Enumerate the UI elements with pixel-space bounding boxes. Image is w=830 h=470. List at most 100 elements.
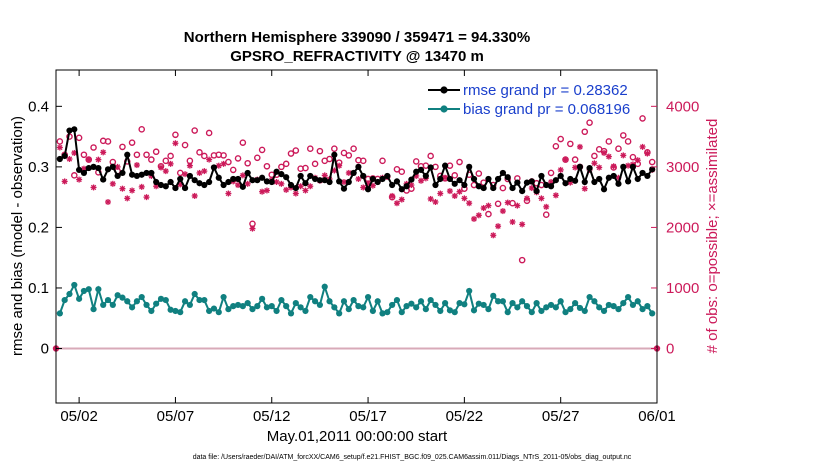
assimilated-obs-stroke xyxy=(389,193,395,199)
bias-point xyxy=(355,303,362,310)
assimilated-obs-point xyxy=(509,218,516,225)
possible-obs-point xyxy=(80,151,88,159)
plot-frame xyxy=(55,69,658,404)
assimilated-obs-point xyxy=(355,175,362,182)
assimilated-obs-stroke xyxy=(57,144,63,151)
bias-point xyxy=(644,303,651,310)
possible-obs-point xyxy=(292,147,300,154)
bias-point xyxy=(268,303,275,310)
rmse-point xyxy=(393,178,401,185)
bias-point xyxy=(66,290,73,298)
assimilated-obs-point xyxy=(639,143,646,150)
assimilated-obs-stroke xyxy=(278,181,285,187)
assimilated-obs-stroke xyxy=(461,195,468,202)
bias-point xyxy=(451,309,458,316)
bias-point xyxy=(133,298,141,305)
bias-point xyxy=(519,298,526,305)
assimilated-obs-stroke xyxy=(86,156,92,163)
possible-obs-point xyxy=(571,156,579,163)
y-right-tick-label: 2000 xyxy=(666,219,699,236)
possible-obs-point xyxy=(282,160,290,168)
rmse-point xyxy=(162,183,169,190)
bias-point xyxy=(56,310,63,317)
rmse-point xyxy=(76,166,83,173)
assimilated-obs-point xyxy=(302,187,309,194)
rmse-point xyxy=(336,178,343,185)
possible-obs-point xyxy=(181,141,189,149)
assimilated-obs-stroke xyxy=(452,193,458,199)
rmse-point xyxy=(239,183,246,190)
possible-obs-point xyxy=(639,115,646,122)
legend: rmse grand pr = 0.28362 bias grand pr = … xyxy=(428,82,630,118)
bias-point xyxy=(461,301,468,308)
bias-point xyxy=(417,298,425,305)
bias-point xyxy=(167,306,174,313)
bias-point xyxy=(379,310,386,317)
assimilated-obs-stroke xyxy=(432,199,439,205)
assimilated-obs-point xyxy=(432,198,439,205)
possible-obs-point xyxy=(615,145,622,153)
assimilated-obs-point xyxy=(360,184,367,191)
bias-point xyxy=(485,306,492,313)
rmse-point xyxy=(278,171,285,178)
assimilated-obs-stroke xyxy=(283,187,289,193)
rmse-point xyxy=(90,163,97,170)
assimilated-obs-stroke xyxy=(543,204,549,210)
rmse-point xyxy=(340,185,348,192)
rmse-point xyxy=(615,180,622,187)
assimilated-obs-stroke xyxy=(206,156,212,163)
x-tick-label: 05/17 xyxy=(349,408,387,425)
assimilated-obs-stroke xyxy=(485,202,492,209)
rmse-point xyxy=(148,169,155,177)
bias-point xyxy=(239,303,246,310)
y-axis-left-label: rmse and bias (model - observation) xyxy=(9,116,26,356)
assimilated-obs-stroke xyxy=(187,163,193,169)
rmse-point xyxy=(56,155,63,163)
assimilated-obs-point xyxy=(485,202,492,209)
rmse-point xyxy=(124,151,131,158)
chart-subtitle: GPSRO_REFRACTIVITY @ 13470 m xyxy=(230,48,484,65)
possible-obs-point xyxy=(287,150,295,157)
assimilated-obs-point xyxy=(220,160,227,167)
bias-point xyxy=(119,294,126,301)
bias-point xyxy=(639,306,646,313)
possible-obs-point xyxy=(581,128,589,136)
bias-point xyxy=(509,300,516,307)
rmse-point xyxy=(509,184,516,192)
rmse-point xyxy=(206,178,213,186)
assimilated-obs-point xyxy=(418,177,425,184)
chart-title: Northern Hemisphere 339090 / 359471 = 94… xyxy=(184,29,530,46)
assimilated-obs-stroke xyxy=(66,156,73,162)
rmse-point xyxy=(461,181,468,189)
y-tick-label: 0.1 xyxy=(28,280,49,297)
possible-obs-point xyxy=(148,156,155,163)
bias-point xyxy=(533,300,540,307)
possible-obs-point xyxy=(398,168,406,176)
possible-obs-point xyxy=(128,139,136,146)
bias-point xyxy=(340,298,348,305)
rmse-point xyxy=(581,178,588,186)
assimilated-obs-point xyxy=(85,156,92,163)
assimilated-obs-point xyxy=(278,180,285,187)
assimilated-obs-point xyxy=(456,188,463,195)
legend-bias-marker xyxy=(440,105,448,113)
rmse-point xyxy=(417,166,425,173)
assimilated-obs-point xyxy=(393,200,400,207)
rmse-point xyxy=(85,164,92,172)
rmse-point xyxy=(528,178,535,185)
assimilated-obs-point xyxy=(307,183,314,190)
assimilated-obs-stroke xyxy=(105,199,111,205)
rmse-point xyxy=(557,172,564,180)
bias-point xyxy=(210,305,218,312)
bias-point xyxy=(143,301,150,309)
assimilated-obs-point xyxy=(109,180,116,187)
possible-obs-point xyxy=(234,155,242,162)
assimilated-obs-point xyxy=(196,169,203,176)
assimilated-obs-stroke xyxy=(577,144,583,150)
bias-point xyxy=(393,296,401,304)
assimilated-obs-point xyxy=(557,166,564,173)
assimilated-obs-point xyxy=(471,215,478,222)
bias-point xyxy=(316,301,324,309)
assimilated-obs-point xyxy=(215,162,222,169)
bias-point xyxy=(287,310,295,317)
